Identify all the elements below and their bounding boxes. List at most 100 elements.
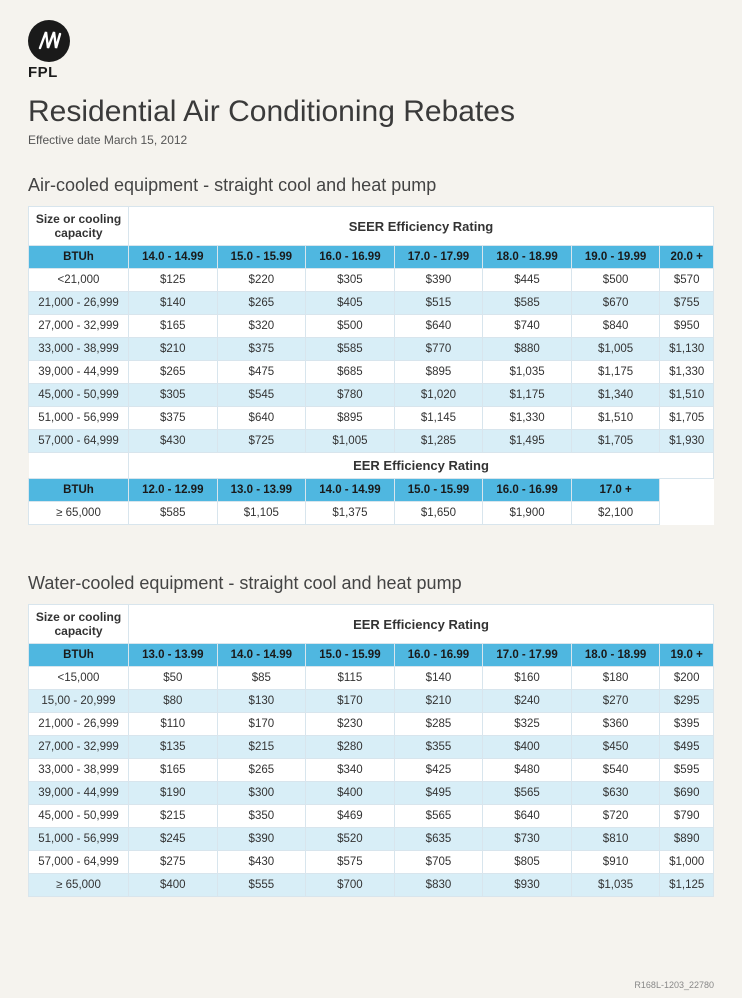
rebate-cell: $515 <box>394 292 483 315</box>
btuh-cell: 15,00 - 20,999 <box>29 690 129 713</box>
rebate-cell: $220 <box>217 269 306 292</box>
seer-col: 16.0 - 16.99 <box>306 246 395 269</box>
rebate-cell: $215 <box>217 736 306 759</box>
eer-col: 16.0 - 16.99 <box>483 479 572 502</box>
table-row: 39,000 - 44,999$265$475$685$895$1,035$1,… <box>29 361 714 384</box>
rebate-cell: $295 <box>660 690 714 713</box>
rebate-cell: $640 <box>483 805 572 828</box>
table-row: ≥ 65,000 $585 $1,105 $1,375 $1,650 $1,90… <box>29 502 714 525</box>
rebate-cell: $780 <box>306 384 395 407</box>
rebate-cell: $170 <box>217 713 306 736</box>
rebate-cell: $690 <box>660 782 714 805</box>
btuh-cell: 33,000 - 38,999 <box>29 338 129 361</box>
btuh-cell: 21,000 - 26,999 <box>29 713 129 736</box>
rebate-cell: $375 <box>129 407 218 430</box>
rebate-cell: $640 <box>217 407 306 430</box>
eer-col: 17.0 - 17.99 <box>483 644 572 667</box>
rebate-cell: $395 <box>660 713 714 736</box>
seer-rating-header: SEER Efficiency Rating <box>129 207 714 246</box>
rebate-cell: $1,130 <box>660 338 714 361</box>
rebate-cell: $240 <box>483 690 572 713</box>
eer-col: 14.0 - 14.99 <box>217 644 306 667</box>
rebate-cell: $720 <box>571 805 660 828</box>
btuh-header: BTUh <box>29 644 129 667</box>
eer-col: 12.0 - 12.99 <box>129 479 218 502</box>
table-row: 57,000 - 64,999$275$430$575$705$805$910$… <box>29 851 714 874</box>
rebate-cell: $270 <box>571 690 660 713</box>
btuh-header: BTUh <box>29 479 129 502</box>
rebate-cell: $390 <box>394 269 483 292</box>
table-row: 33,000 - 38,999$165$265$340$425$480$540$… <box>29 759 714 782</box>
rebate-cell: $805 <box>483 851 572 874</box>
rebate-cell: $85 <box>217 667 306 690</box>
rebate-cell: $245 <box>129 828 218 851</box>
section1-title: Air-cooled equipment - straight cool and… <box>28 175 714 196</box>
rebate-cell: $180 <box>571 667 660 690</box>
rebate-cell: $80 <box>129 690 218 713</box>
rebate-cell: $1,510 <box>571 407 660 430</box>
rebate-cell: $450 <box>571 736 660 759</box>
btuh-cell: 57,000 - 64,999 <box>29 851 129 874</box>
rebate-cell: $165 <box>129 315 218 338</box>
btuh-cell: 51,000 - 56,999 <box>29 407 129 430</box>
rebate-cell: $1,375 <box>306 502 395 525</box>
seer-col: 19.0 - 19.99 <box>571 246 660 269</box>
rebate-cell: $210 <box>394 690 483 713</box>
btuh-cell: 45,000 - 50,999 <box>29 384 129 407</box>
rebate-cell: $1,930 <box>660 430 714 453</box>
rebate-cell: $265 <box>217 292 306 315</box>
logo-text: FPL <box>28 64 714 81</box>
rebate-cell: $215 <box>129 805 218 828</box>
eer-col: 13.0 - 13.99 <box>129 644 218 667</box>
rebate-cell: $1,000 <box>660 851 714 874</box>
rebate-cell: $305 <box>129 384 218 407</box>
document-code: R168L-1203_22780 <box>634 980 714 990</box>
rebate-cell: $1,105 <box>217 502 306 525</box>
table-row: <15,000$50$85$115$140$160$180$200 <box>29 667 714 690</box>
effective-date: Effective date March 15, 2012 <box>28 133 714 147</box>
rebate-cell: $930 <box>483 874 572 897</box>
eer-col: 17.0 + <box>571 479 660 502</box>
rebate-cell: $520 <box>306 828 395 851</box>
rebate-cell: $565 <box>483 782 572 805</box>
eer-col: 13.0 - 13.99 <box>217 479 306 502</box>
table-row: 51,000 - 56,999$245$390$520$635$730$810$… <box>29 828 714 851</box>
rebate-cell: $190 <box>129 782 218 805</box>
rebate-cell: $810 <box>571 828 660 851</box>
rebate-cell: $390 <box>217 828 306 851</box>
btuh-header: BTUh <box>29 246 129 269</box>
rebate-cell: $540 <box>571 759 660 782</box>
rebate-cell: $840 <box>571 315 660 338</box>
eer-col: 15.0 - 15.99 <box>394 479 483 502</box>
rebate-cell: $400 <box>129 874 218 897</box>
rebate-cell: $500 <box>571 269 660 292</box>
btuh-cell: 51,000 - 56,999 <box>29 828 129 851</box>
table-row: 45,000 - 50,999$215$350$469$565$640$720$… <box>29 805 714 828</box>
seer-col: 14.0 - 14.99 <box>129 246 218 269</box>
seer-col: 18.0 - 18.99 <box>483 246 572 269</box>
rebate-cell: $285 <box>394 713 483 736</box>
rebate-cell: $265 <box>129 361 218 384</box>
rebate-cell: $1,510 <box>660 384 714 407</box>
table-row: 21,000 - 26,999$110$170$230$285$325$360$… <box>29 713 714 736</box>
rebate-cell: $1,035 <box>571 874 660 897</box>
seer-col: 20.0 + <box>660 246 714 269</box>
rebate-cell: $640 <box>394 315 483 338</box>
rebate-cell: $275 <box>129 851 218 874</box>
rebate-cell: $880 <box>483 338 572 361</box>
btuh-cell: 39,000 - 44,999 <box>29 782 129 805</box>
rebate-cell: $475 <box>217 361 306 384</box>
rebate-cell: $1,005 <box>571 338 660 361</box>
rebate-cell: $570 <box>660 269 714 292</box>
col-label: Size or cooling capacity <box>29 605 129 644</box>
rebate-cell: $950 <box>660 315 714 338</box>
rebate-cell: $790 <box>660 805 714 828</box>
rebate-cell: $50 <box>129 667 218 690</box>
rebate-cell: $265 <box>217 759 306 782</box>
col-label: Size or cooling capacity <box>29 207 129 246</box>
rebate-cell: $400 <box>483 736 572 759</box>
rebate-cell: $355 <box>394 736 483 759</box>
table-row: 57,000 - 64,999$430$725$1,005$1,285$1,49… <box>29 430 714 453</box>
rebate-cell: $170 <box>306 690 395 713</box>
rebate-cell: $1,705 <box>571 430 660 453</box>
